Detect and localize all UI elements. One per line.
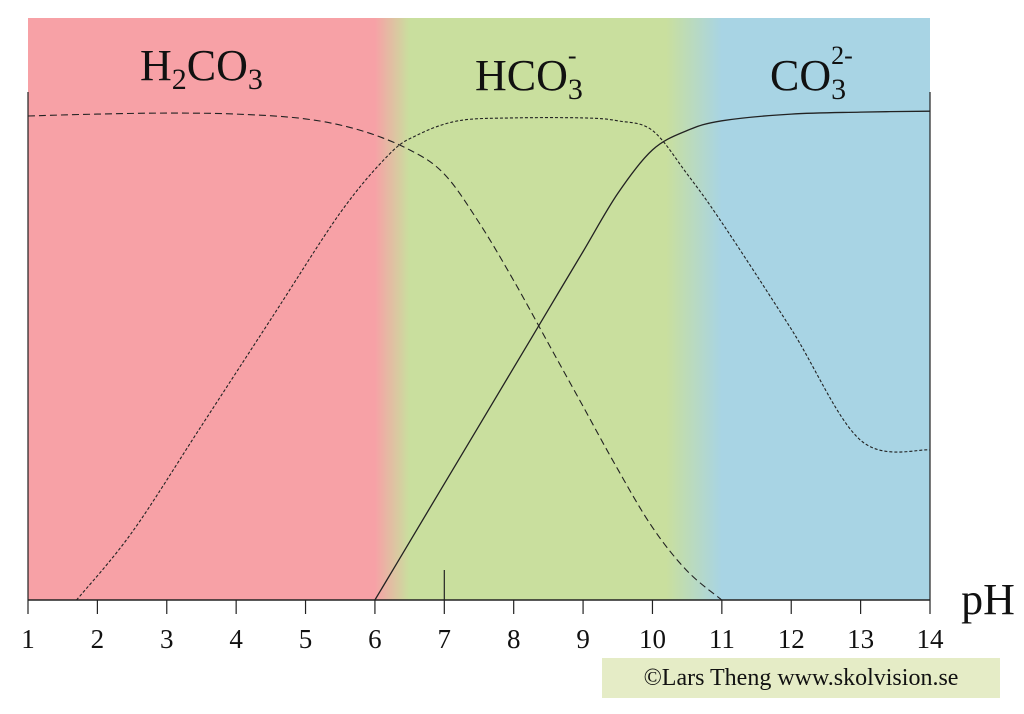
x-tick-label-12: 12 [778,624,805,654]
copyright-credit: ©Lars Theng www.skolvision.se [602,658,1000,698]
x-tick-label-11: 11 [709,624,735,654]
series-line-3 [374,110,930,600]
series-line-1 [28,112,723,600]
plot-background [28,18,930,600]
x-tick-label-9: 9 [576,624,590,654]
x-tick-label-1: 1 [21,624,35,654]
x-axis-label: pH [961,575,1015,624]
x-tick-label-13: 13 [847,624,874,654]
species-label-2: HCO-3 [475,41,583,106]
species-labels: H2CO3 HCO-3 CO2-3 [140,41,853,106]
x-tick-label-6: 6 [368,624,382,654]
x-tick-label-8: 8 [507,624,521,654]
series-lines [28,110,930,600]
x-tick-label-10: 10 [639,624,666,654]
species-label-3: CO2-3 [770,41,853,106]
series-line-2 [76,117,930,600]
species-label-1: H2CO3 [140,41,263,96]
x-tick-label-2: 2 [91,624,105,654]
x-tick-label-4: 4 [229,624,243,654]
x-tick-label-3: 3 [160,624,174,654]
x-tick-label-5: 5 [299,624,313,654]
x-tick-label-7: 7 [438,624,452,654]
x-tick-label-14: 14 [917,624,945,654]
